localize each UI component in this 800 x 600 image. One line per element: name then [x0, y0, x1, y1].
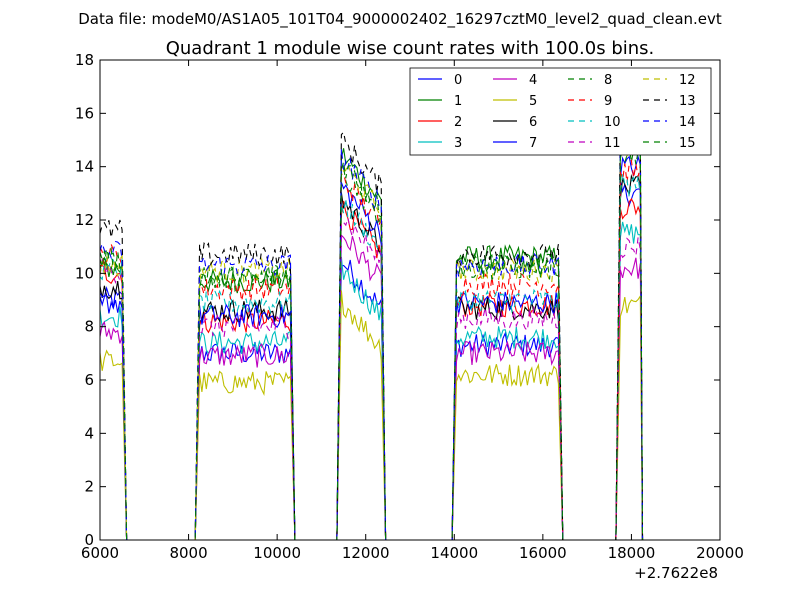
- x-tick-label: 16000: [519, 544, 567, 562]
- legend-label-6: 6: [529, 115, 537, 130]
- series-line-12: [99, 136, 644, 541]
- legend-label-4: 4: [529, 73, 537, 88]
- x-tick-label: 10000: [253, 544, 301, 562]
- x-offset-label: +2.7622e8: [634, 564, 718, 582]
- series-line-8: [99, 143, 644, 541]
- series-line-11: [99, 217, 644, 541]
- legend-label-9: 9: [604, 94, 612, 109]
- y-tick-label: 16: [75, 104, 94, 122]
- legend-label-0: 0: [454, 73, 462, 88]
- legend-label-1: 1: [454, 94, 462, 109]
- legend-box: [409, 67, 712, 156]
- legend-label-2: 2: [454, 115, 462, 130]
- legend-label-15: 15: [679, 136, 696, 151]
- y-tick-label: 14: [75, 158, 94, 176]
- series-line-9: [99, 158, 644, 541]
- series-line-5: [99, 290, 644, 541]
- y-tick-label: 8: [84, 318, 94, 336]
- y-tick-label: 2: [84, 478, 94, 496]
- legend-label-5: 5: [529, 94, 537, 109]
- legend-label-7: 7: [529, 136, 537, 151]
- series-line-10: [99, 173, 644, 541]
- file-suptitle: Data file: modeM0/AS1A05_101T04_90000024…: [78, 10, 722, 29]
- x-tick-label: 6000: [81, 544, 119, 562]
- y-tick-label: 10: [75, 264, 94, 282]
- series-line-15: [99, 138, 644, 541]
- series-line-7: [99, 154, 644, 541]
- series-line-3: [99, 221, 644, 541]
- legend-label-14: 14: [679, 115, 696, 130]
- legend-label-13: 13: [679, 94, 696, 109]
- series-line-4: [99, 233, 644, 541]
- y-tick-label: 18: [75, 51, 94, 69]
- x-tick-label: 20000: [696, 544, 744, 562]
- x-tick-label: 8000: [169, 544, 207, 562]
- plot-frame: [99, 59, 721, 541]
- axes-layer: 6000 8000 10000 12000 14000 16000 18000 20000 0 2…: [75, 51, 744, 562]
- x-tick-label: 18000: [608, 544, 656, 562]
- series-line-13: [99, 105, 644, 541]
- legend-label-3: 3: [454, 136, 462, 151]
- legend-label-10: 10: [604, 115, 621, 130]
- legend-label-11: 11: [604, 136, 621, 151]
- x-tick-label: 12000: [342, 544, 390, 562]
- chart-title: Quadrant 1 module wise count rates with …: [166, 38, 655, 59]
- y-tick-label: 6: [84, 371, 94, 389]
- series-layer: [99, 105, 644, 541]
- y-tick-label: 0: [84, 531, 94, 549]
- y-tick-label: 4: [84, 424, 94, 442]
- y-tick-label: 12: [75, 211, 94, 229]
- x-tick-label: 14000: [430, 544, 478, 562]
- legend-label-8: 8: [604, 73, 612, 88]
- legend-label-12: 12: [679, 73, 696, 88]
